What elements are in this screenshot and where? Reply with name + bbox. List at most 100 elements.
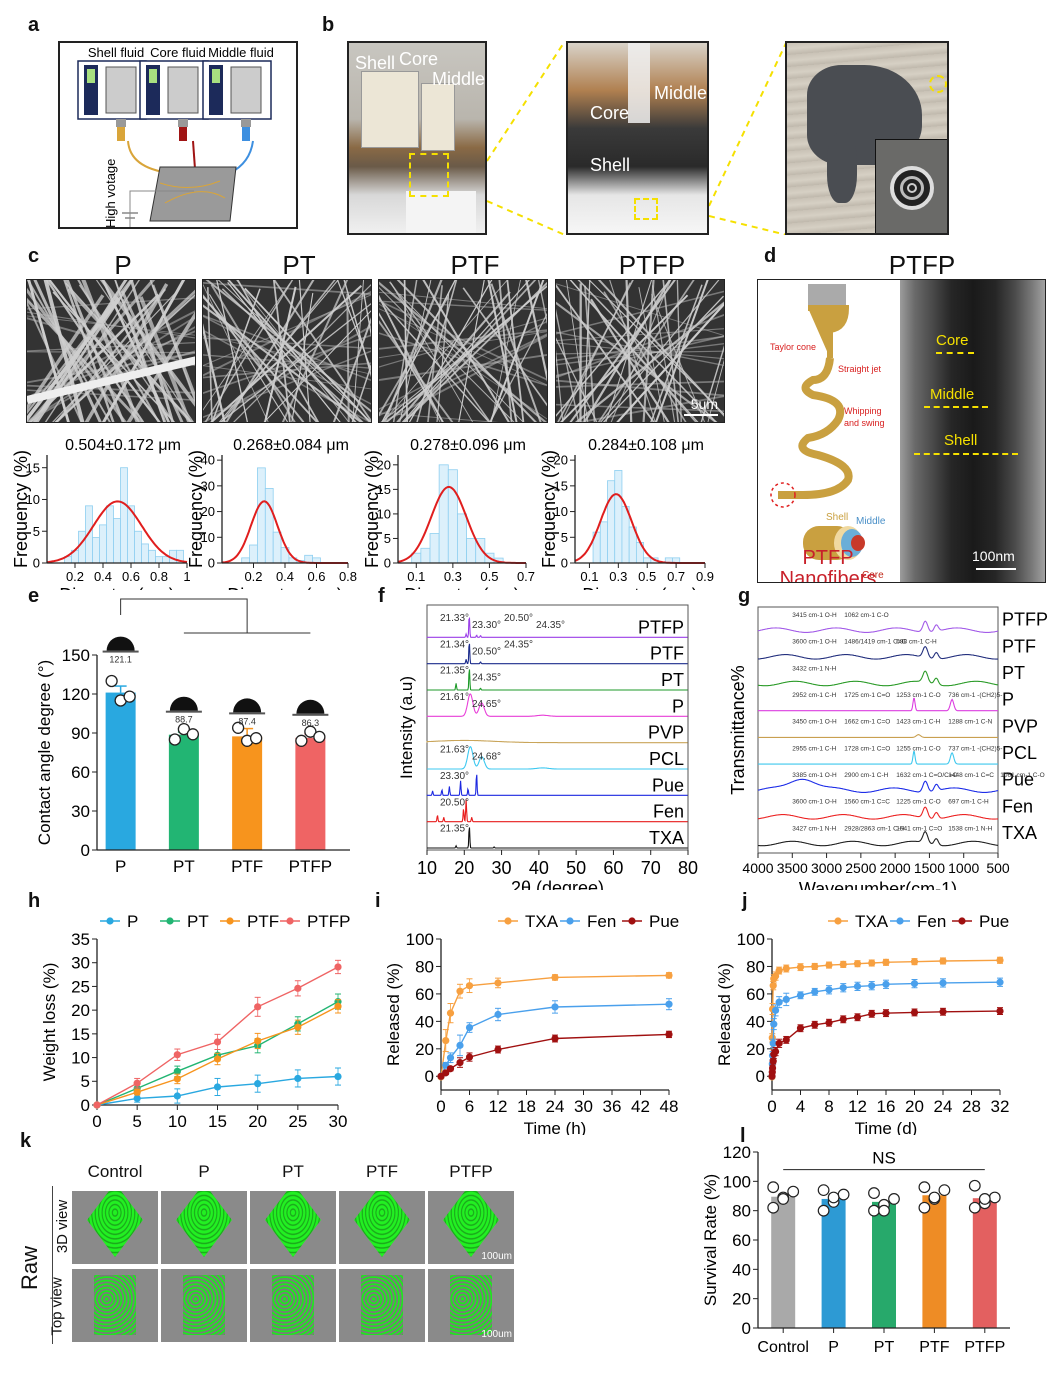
series-line-fen — [771, 981, 1001, 1077]
peak-annotation: 2928/2863 cm-1 C-H — [844, 825, 905, 832]
y-axis-label: Frequency (%) — [186, 450, 206, 568]
y-tick-label: 0 — [561, 556, 568, 571]
ftir-trace-txa — [757, 831, 999, 847]
xrd-trace-fen — [426, 799, 688, 823]
legend-marker — [286, 917, 294, 925]
x-tick-label: 30 — [574, 1097, 593, 1116]
contact-angle-value: 121.1 — [109, 655, 132, 665]
column-header-control: Control — [87, 1162, 143, 1181]
panel-label-i: i — [375, 890, 381, 912]
data-point — [817, 1184, 830, 1197]
series-label: PT — [1002, 663, 1025, 683]
data-point — [768, 1064, 777, 1072]
legend-marker — [504, 917, 512, 925]
data-point — [825, 1019, 833, 1027]
y-tick-label: 15 — [377, 482, 391, 497]
diameter-annotation: 0.504±0.172 μm — [65, 437, 181, 454]
hist-bar — [120, 467, 128, 564]
x-tick-label: 0.9 — [696, 569, 714, 584]
nanofibers-caption: PTFP Nanofibers — [758, 548, 898, 583]
peak-annotation: 2955 cm-1 C-H — [792, 745, 836, 752]
x-tick-label: 0.2 — [66, 569, 84, 584]
data-point — [968, 1179, 981, 1192]
scale-bar-label: 100um — [481, 1329, 512, 1340]
x-axis-label: Diameter (μm) — [59, 585, 174, 590]
xrd-trace-p — [426, 693, 688, 717]
y-tick-label: 80 — [415, 957, 434, 976]
y-tick-label: 35 — [71, 930, 90, 949]
data-point — [249, 732, 263, 745]
y-tick-label: 0 — [81, 1096, 90, 1115]
data-point — [133, 1088, 141, 1096]
x-tick-label: 1000 — [948, 860, 979, 876]
syringe-barrel — [230, 66, 262, 114]
hist-bar — [599, 521, 608, 564]
syringe-pump-1 — [361, 71, 419, 148]
caption-line-2: Nanofibers — [779, 568, 877, 583]
xrd-trace-ptf — [426, 643, 688, 665]
panel-a-schematic: Shell fluid Core fluid Middle fluid High v… — [58, 41, 298, 242]
x-tick-label: PTF — [231, 857, 263, 876]
y-tick-label: 5 — [33, 524, 40, 539]
data-point — [978, 1193, 991, 1205]
live-cells-3d — [354, 1191, 410, 1258]
x-tick-label: 0.3 — [609, 569, 627, 584]
pump-label: Core fluid — [150, 45, 206, 60]
y-axis-label: Contact angle degree (°) — [35, 660, 54, 845]
tem-scale-bar-label: 100nm — [972, 548, 1015, 564]
x-tick-label: P — [828, 1339, 839, 1356]
data-point — [767, 1201, 780, 1214]
zoom-circle — [929, 75, 947, 93]
peak-annotation: 1560 cm-1 C=C — [844, 799, 890, 806]
row-group-bracket — [52, 1186, 53, 1344]
data-point — [770, 1020, 778, 1028]
row-group-label: Raw — [17, 1245, 43, 1291]
3d-view-control — [72, 1191, 158, 1264]
y-axis-label: Transmittance% — [728, 665, 748, 794]
sem-image-p — [26, 279, 196, 423]
data-point — [837, 1188, 850, 1201]
bar-ptf — [922, 1195, 947, 1328]
y-tick-label: 0 — [81, 841, 90, 860]
syringe-tip — [178, 119, 188, 127]
y-tick-label: 10 — [554, 504, 568, 519]
data-point — [878, 1204, 890, 1217]
y-axis-label: Frequency (%) — [11, 450, 31, 568]
legend-label-pt: PT — [187, 912, 209, 931]
data-point — [334, 1072, 342, 1081]
syringe-tip — [241, 119, 251, 127]
data-point — [868, 959, 876, 967]
data-point — [868, 1187, 880, 1199]
y-tick-label: 5 — [561, 530, 568, 545]
peak-annotation: 2900 cm-1 C-H — [844, 772, 888, 779]
peak-annotation: 737 cm-1 -(CH2)5- — [948, 745, 1002, 752]
data-point — [996, 1007, 1004, 1015]
data-point — [665, 1030, 673, 1039]
x-tick-label: 500 — [986, 860, 1010, 876]
series-label: PT — [661, 670, 684, 690]
bar-p — [105, 692, 136, 850]
panel-label-j: j — [742, 890, 748, 912]
data-point — [551, 973, 559, 982]
x-tick-label: 0.5 — [480, 569, 498, 584]
x-tick-label: 80 — [678, 858, 698, 878]
pump-screen — [212, 69, 220, 83]
x-tick-label: Control — [757, 1339, 809, 1356]
live-cells-top — [183, 1275, 225, 1335]
caption-line-1: PTFP — [802, 547, 854, 569]
shell-width-arrow — [914, 453, 1018, 455]
peak-annotation: 697 cm-1 C-H — [948, 799, 989, 806]
data-point — [294, 1023, 302, 1031]
series-label: TXA — [1002, 823, 1037, 843]
hist-bar — [420, 547, 431, 564]
data-point — [968, 1201, 981, 1214]
x-axis-label: Time (d) — [855, 1119, 918, 1135]
y-tick-label: 5 — [81, 1072, 90, 1091]
top-view-pt — [250, 1269, 336, 1342]
hist-bar — [141, 543, 149, 564]
data-point — [133, 1094, 141, 1102]
legend-label-pue: Pue — [979, 912, 1009, 931]
hist-bar — [113, 518, 121, 564]
substrate-line — [292, 713, 329, 716]
x-tick-label: PTF — [919, 1339, 949, 1356]
